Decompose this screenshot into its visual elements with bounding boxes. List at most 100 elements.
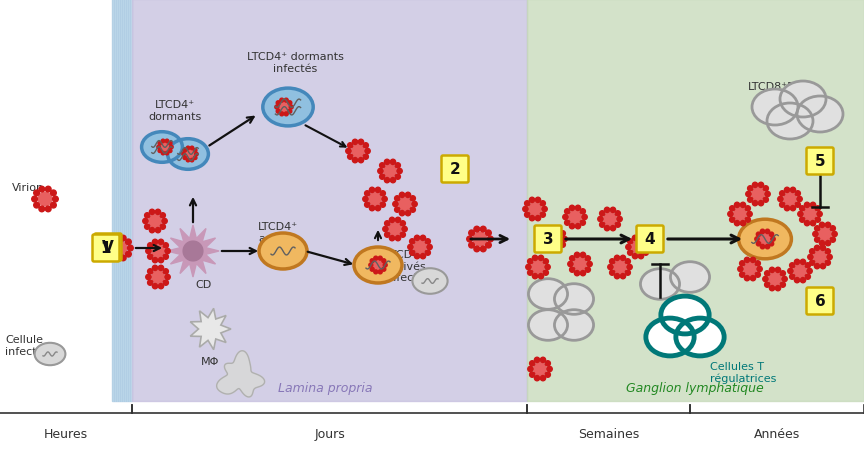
Circle shape [763, 186, 768, 192]
Circle shape [163, 254, 168, 260]
Circle shape [146, 275, 151, 280]
Circle shape [747, 198, 753, 203]
Circle shape [620, 256, 626, 261]
Circle shape [738, 267, 743, 272]
Circle shape [807, 269, 812, 274]
Circle shape [152, 271, 164, 284]
Polygon shape [217, 351, 264, 397]
Circle shape [158, 150, 162, 153]
Circle shape [770, 286, 775, 291]
Ellipse shape [797, 97, 843, 133]
Circle shape [158, 284, 163, 289]
Text: Heures: Heures [44, 427, 88, 440]
Circle shape [276, 101, 280, 106]
Circle shape [181, 153, 186, 156]
Circle shape [352, 145, 365, 158]
Circle shape [276, 110, 280, 114]
Text: Cellules T
régulatrices: Cellules T régulatrices [710, 361, 777, 383]
Circle shape [610, 259, 615, 264]
Ellipse shape [142, 133, 182, 163]
Circle shape [804, 221, 810, 226]
Circle shape [160, 225, 165, 230]
Circle shape [815, 226, 820, 231]
Circle shape [378, 270, 382, 274]
Circle shape [412, 202, 417, 207]
Circle shape [51, 203, 56, 208]
Circle shape [390, 236, 395, 241]
Circle shape [370, 206, 375, 212]
Circle shape [556, 246, 561, 251]
Circle shape [575, 271, 580, 276]
Circle shape [747, 212, 753, 217]
Circle shape [400, 221, 405, 226]
Text: CD: CD [195, 279, 211, 290]
Circle shape [288, 110, 292, 114]
Circle shape [152, 258, 157, 263]
Circle shape [815, 238, 820, 243]
Circle shape [149, 210, 155, 215]
Circle shape [165, 140, 168, 143]
Circle shape [759, 234, 770, 244]
Circle shape [399, 211, 404, 216]
Circle shape [587, 262, 592, 267]
Circle shape [760, 245, 765, 249]
Circle shape [156, 228, 161, 233]
Circle shape [45, 187, 51, 193]
Circle shape [149, 228, 155, 233]
Circle shape [45, 207, 51, 212]
Circle shape [819, 241, 824, 246]
Circle shape [390, 218, 395, 223]
Text: Semaines: Semaines [578, 427, 639, 440]
Circle shape [347, 143, 353, 149]
Circle shape [765, 282, 770, 288]
Circle shape [569, 211, 581, 224]
Text: LTCD4⁺ dormants
infectés: LTCD4⁺ dormants infectés [246, 52, 343, 74]
Bar [132, 0, 527, 401]
Circle shape [740, 203, 746, 208]
Circle shape [374, 270, 378, 274]
Ellipse shape [676, 318, 724, 356]
Circle shape [400, 232, 405, 238]
Circle shape [114, 236, 119, 241]
Circle shape [769, 242, 773, 246]
Circle shape [39, 187, 45, 193]
Circle shape [617, 217, 622, 222]
Circle shape [410, 239, 415, 244]
Circle shape [165, 249, 170, 254]
Circle shape [814, 251, 826, 264]
Circle shape [125, 252, 131, 258]
Circle shape [158, 142, 162, 146]
Circle shape [569, 206, 575, 211]
Circle shape [756, 233, 760, 237]
Circle shape [632, 241, 645, 253]
Circle shape [799, 206, 805, 212]
Text: Virion: Virion [12, 183, 44, 193]
Circle shape [574, 258, 587, 271]
Polygon shape [167, 226, 219, 277]
Circle shape [569, 267, 575, 273]
Circle shape [832, 232, 837, 237]
Circle shape [810, 260, 815, 266]
Circle shape [524, 201, 530, 207]
Text: 1: 1 [101, 241, 111, 256]
Ellipse shape [529, 310, 568, 341]
Circle shape [32, 197, 37, 202]
Circle shape [165, 152, 168, 156]
Circle shape [544, 231, 550, 236]
Circle shape [524, 212, 530, 218]
FancyBboxPatch shape [92, 235, 119, 262]
Circle shape [158, 239, 163, 245]
Circle shape [765, 271, 770, 276]
Circle shape [160, 213, 165, 219]
Ellipse shape [670, 262, 709, 293]
Circle shape [582, 215, 588, 220]
Circle shape [729, 217, 735, 223]
Circle shape [530, 372, 535, 377]
FancyBboxPatch shape [94, 234, 122, 261]
Circle shape [152, 266, 157, 271]
Circle shape [543, 271, 549, 276]
Circle shape [379, 175, 384, 180]
Circle shape [289, 106, 293, 110]
Circle shape [370, 267, 374, 272]
Circle shape [562, 237, 568, 242]
